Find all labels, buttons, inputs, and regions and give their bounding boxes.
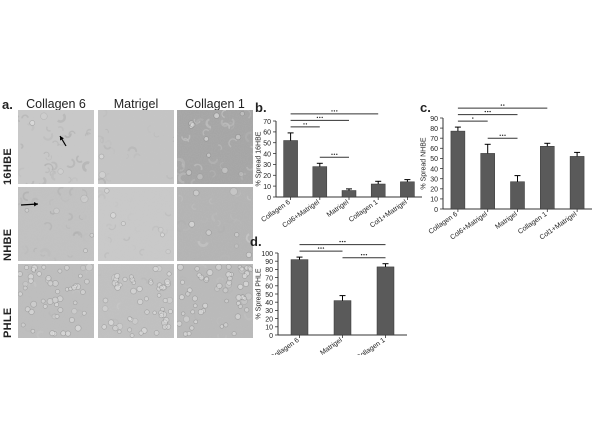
svg-text:60: 60	[265, 284, 273, 291]
svg-text:10: 10	[430, 197, 438, 204]
svg-text:20: 20	[430, 187, 438, 194]
svg-text:Matrigel: Matrigel	[326, 199, 351, 219]
svg-text:30: 30	[430, 177, 438, 184]
svg-text:0: 0	[267, 195, 271, 202]
svg-text:% Spread NHBE: % Spread NHBE	[421, 137, 428, 189]
svg-text:40: 40	[430, 166, 438, 173]
svg-text:0: 0	[269, 333, 273, 340]
svg-text:70: 70	[430, 136, 438, 143]
svg-text:40: 40	[265, 300, 273, 307]
svg-text:60: 60	[430, 146, 438, 153]
svg-text:0: 0	[434, 207, 438, 214]
svg-text:% Spread PHLE: % Spread PHLE	[256, 268, 263, 319]
svg-text:Matrigel: Matrigel	[319, 337, 344, 355]
svg-text:40: 40	[263, 151, 271, 158]
svg-text:90: 90	[430, 116, 438, 123]
svg-text:20: 20	[263, 173, 271, 180]
svg-text:Collagen 1: Collagen 1	[355, 337, 387, 355]
svg-text:50: 50	[430, 156, 438, 163]
svg-text:30: 30	[263, 162, 271, 169]
svg-text:50: 50	[265, 292, 273, 299]
svg-text:60: 60	[263, 130, 271, 137]
svg-text:10: 10	[263, 184, 271, 191]
svg-text:80: 80	[265, 267, 273, 274]
svg-text:% Spread 16HBE: % Spread 16HBE	[256, 131, 263, 186]
svg-text:100: 100	[261, 251, 273, 258]
svg-text:70: 70	[265, 275, 273, 282]
svg-text:30: 30	[265, 308, 273, 315]
svg-text:10: 10	[265, 325, 273, 332]
svg-text:80: 80	[430, 126, 438, 133]
svg-text:70: 70	[263, 119, 271, 126]
svg-text:Matrigel: Matrigel	[494, 211, 519, 231]
svg-text:90: 90	[265, 259, 273, 266]
svg-text:20: 20	[265, 316, 273, 323]
svg-text:50: 50	[263, 141, 271, 148]
svg-text:Collagen 6: Collagen 6	[269, 337, 301, 355]
